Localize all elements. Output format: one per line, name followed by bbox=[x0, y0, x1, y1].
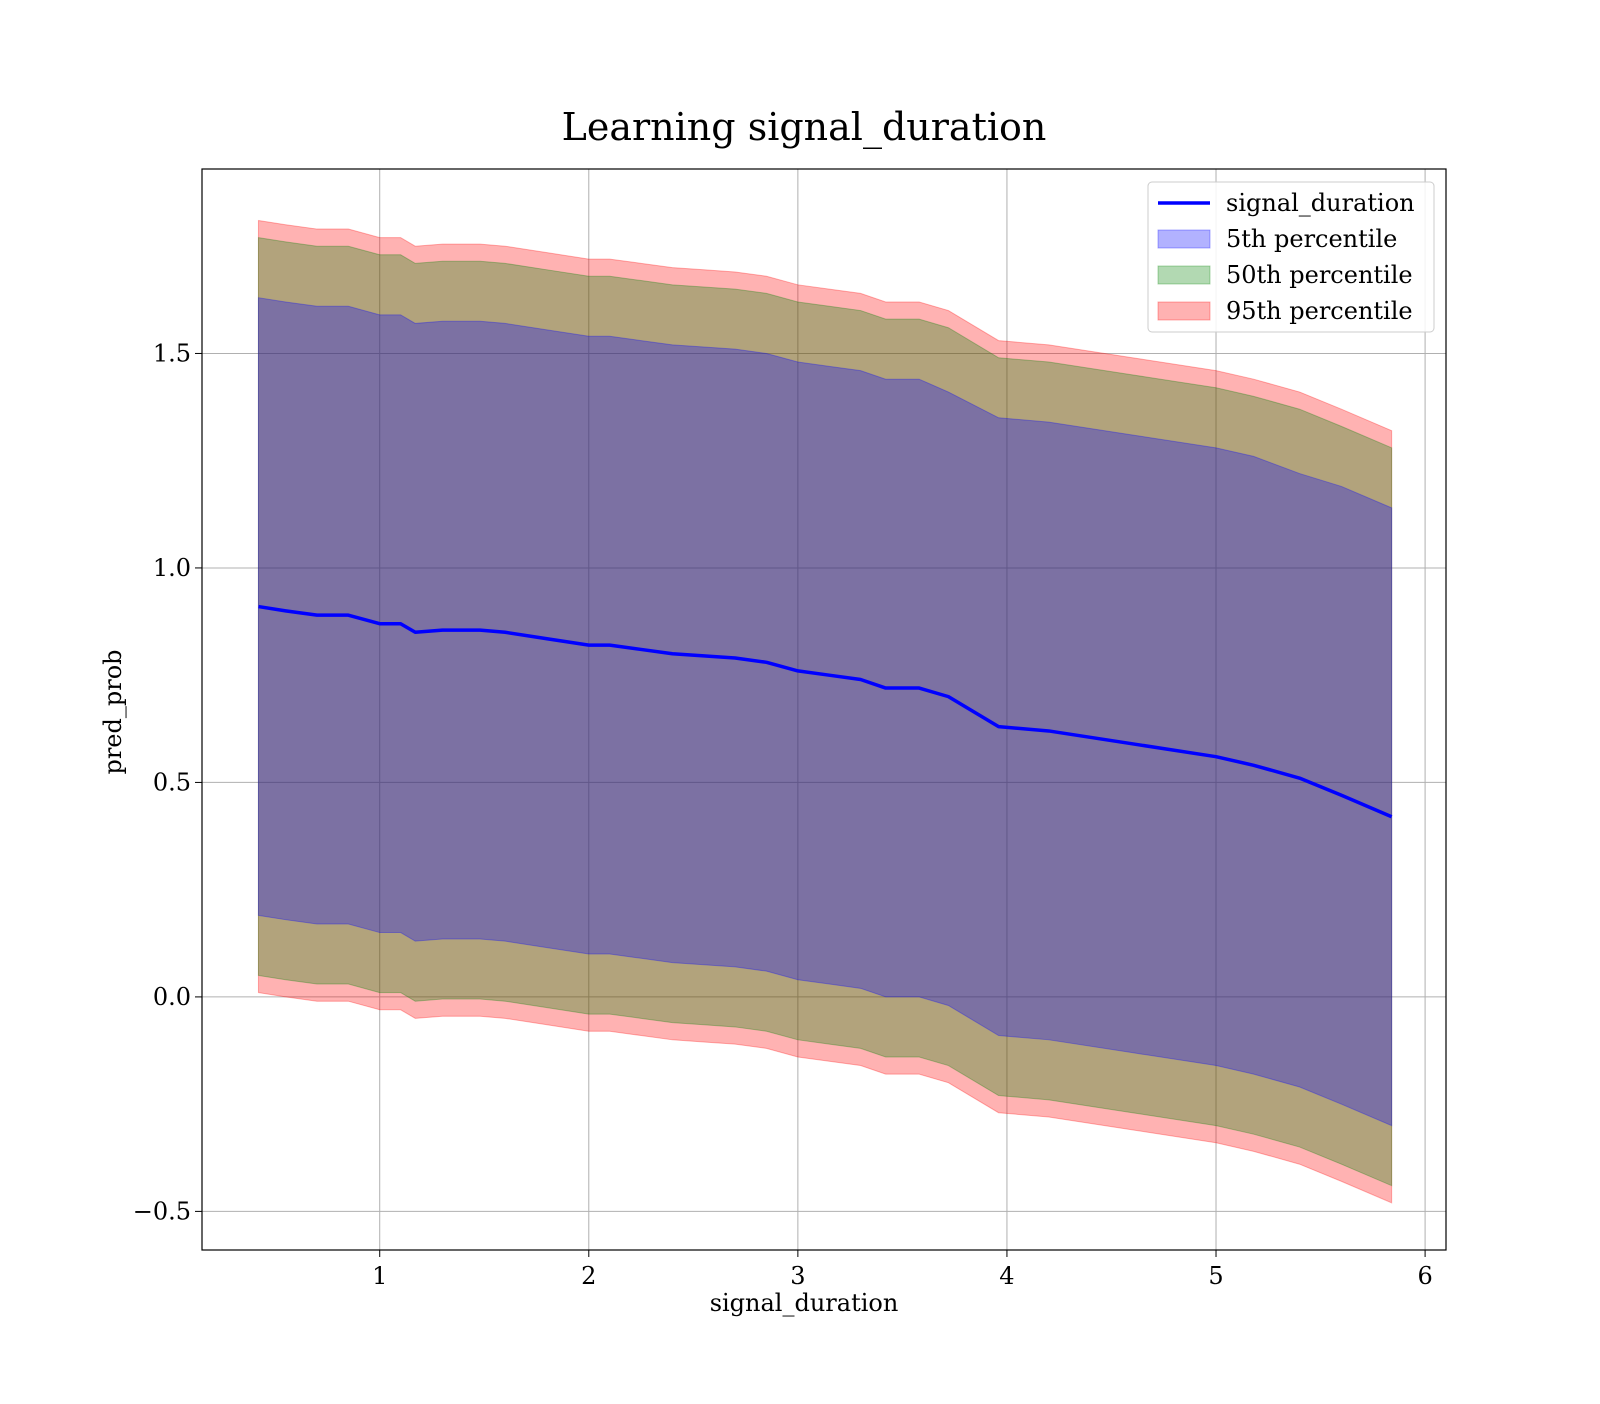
legend-label-50th-percentile: 50th percentile bbox=[1226, 261, 1413, 289]
plot-frame bbox=[201, 168, 1447, 1251]
x-tick-label: 4 bbox=[999, 1262, 1014, 1290]
legend-label-signal-duration: signal_duration bbox=[1226, 189, 1415, 217]
legend-label-95th-percentile: 95th percentile bbox=[1226, 297, 1413, 325]
x-tick-label: 2 bbox=[581, 1262, 596, 1290]
series-line-signal-duration bbox=[258, 604, 1393, 819]
y-tick-label: 1.0 bbox=[153, 554, 191, 582]
legend-swatch-95th-percentile bbox=[1157, 301, 1211, 321]
y-tick-label: −0.5 bbox=[133, 1197, 191, 1225]
legend-box bbox=[1147, 181, 1435, 333]
legend-swatch-50th-percentile bbox=[1157, 265, 1211, 285]
legend: signal_duration 5th percentile 50th percen… bbox=[1147, 181, 1435, 333]
x-tick-label: 3 bbox=[790, 1262, 805, 1290]
y-tick-label: 0.5 bbox=[153, 768, 191, 796]
chart-title: Learning signal_duration bbox=[562, 105, 1047, 150]
plot-area: 1 2 3 4 5 6 −0.5 0.0 0.5 1.0 1.5 bbox=[133, 168, 1447, 1290]
band-50th-percentile bbox=[257, 237, 1393, 1187]
y-tick-label: 0.0 bbox=[153, 983, 191, 1011]
y-tick-label: 1.5 bbox=[153, 339, 191, 367]
plot-background bbox=[202, 169, 1446, 1250]
x-tick-label: 6 bbox=[1417, 1262, 1432, 1290]
x-tick-label: 5 bbox=[1208, 1262, 1223, 1290]
legend-swatch-5th-percentile bbox=[1157, 229, 1211, 249]
x-axis-label: signal_duration bbox=[710, 1289, 899, 1317]
band-5th-percentile bbox=[257, 297, 1393, 1127]
legend-label-5th-percentile: 5th percentile bbox=[1226, 225, 1397, 253]
x-tick-label: 1 bbox=[372, 1262, 387, 1290]
y-axis-label: pred_prob bbox=[99, 649, 127, 774]
band-95th-percentile bbox=[257, 219, 1393, 1204]
